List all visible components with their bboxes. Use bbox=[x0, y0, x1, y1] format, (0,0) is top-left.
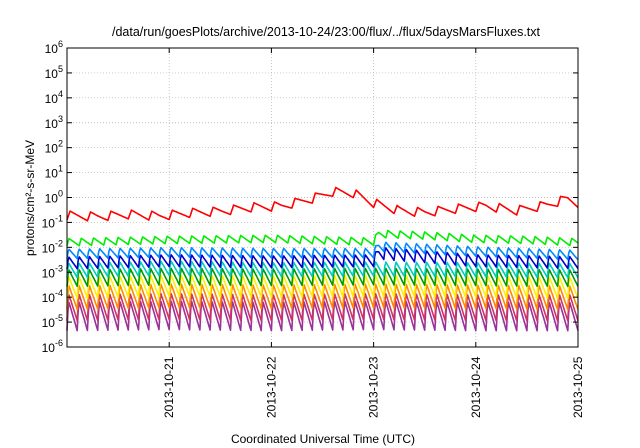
series-line bbox=[66, 300, 579, 332]
y-tick-label: 106 bbox=[45, 39, 63, 56]
x-tick-label: 2013-10-23 bbox=[367, 356, 381, 418]
y-tick-label: 105 bbox=[45, 64, 63, 81]
series-line bbox=[66, 186, 579, 222]
series-line bbox=[66, 247, 579, 270]
y-tick-label: 10-2 bbox=[42, 238, 63, 255]
x-tick-label: 2013-10-21 bbox=[162, 356, 176, 418]
y-axis-label: protons/cm²-s-sr-MeV bbox=[23, 140, 37, 256]
series-line bbox=[66, 229, 579, 247]
x-tick-label: 2013-10-24 bbox=[469, 356, 483, 418]
y-tick-label: 10-6 bbox=[42, 338, 63, 355]
y-tick-label: 104 bbox=[45, 89, 63, 106]
series-line bbox=[66, 274, 579, 300]
x-axis-label: Coordinated Universal Time (UTC) bbox=[231, 432, 415, 446]
series-layer bbox=[66, 186, 579, 332]
y-tick-label: 100 bbox=[45, 189, 63, 206]
y-axis: 10-6 10-5 10-4 10-3 10-2 10-1 100 101 102 103 104 1… bbox=[42, 39, 578, 355]
y-tick-label: 103 bbox=[45, 114, 63, 131]
series-line bbox=[66, 260, 579, 279]
y-tick-label: 10-3 bbox=[42, 263, 63, 280]
series-line bbox=[66, 283, 579, 311]
x-tick-label: 2013-10-22 bbox=[264, 356, 278, 418]
x-axis: 2013-10-21 2013-10-22 2013-10-23 2013-10-24… bbox=[162, 48, 585, 418]
y-tick-label: 10-5 bbox=[42, 313, 63, 330]
y-tick-label: 102 bbox=[45, 139, 63, 156]
x-tick-label: 2013-10-25 bbox=[571, 356, 585, 418]
y-tick-label: 101 bbox=[45, 164, 63, 181]
y-tick-label: 10-4 bbox=[42, 288, 63, 305]
series-line bbox=[66, 267, 579, 288]
chart-title: /data/run/goesPlots/archive/2013-10-24/2… bbox=[112, 25, 541, 39]
series-line bbox=[66, 292, 579, 322]
y-tick-label: 10-1 bbox=[42, 213, 63, 230]
series-line bbox=[66, 241, 579, 261]
